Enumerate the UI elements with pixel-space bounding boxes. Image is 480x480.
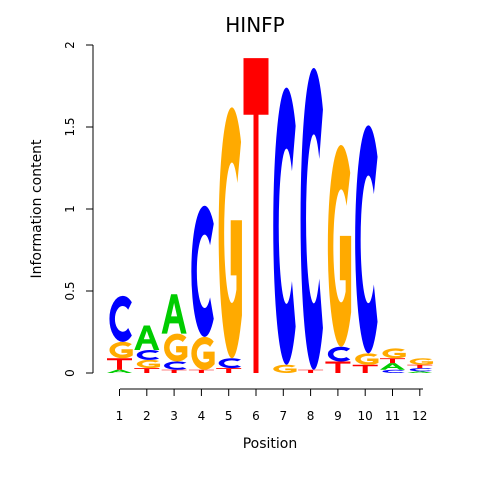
logo-letter-c-pos-11 — [382, 369, 405, 373]
logo-letter-c-pos-3 — [164, 361, 187, 370]
x-axis: 1 2 3 4 5 6 7 8 9 10 11 12 — [116, 388, 427, 423]
x-tick-label: 11 — [385, 409, 400, 423]
y-tick-label: 0 — [63, 369, 77, 377]
chart-title: HINFP — [225, 13, 284, 37]
x-tick-label: 3 — [170, 409, 178, 423]
y-tick-label: 1 — [63, 205, 77, 213]
x-tick-label: 12 — [412, 409, 427, 423]
logo-letter-g-pos-10 — [355, 353, 379, 365]
logo-letter-t-pos-2 — [134, 368, 160, 373]
logo-letter-c-pos-9 — [327, 346, 351, 362]
logo-letter-g-pos-12 — [409, 358, 434, 365]
x-tick-label: 4 — [198, 409, 206, 423]
logo-letter-t-pos-9 — [325, 361, 351, 373]
y-tick-label: 1.5 — [63, 117, 77, 136]
x-tick-label: 1 — [116, 409, 124, 423]
logo-letter-t-pos-4 — [188, 369, 214, 373]
logo-letter-c-pos-12 — [409, 368, 433, 372]
logo-letter-t-pos-1 — [107, 358, 132, 370]
x-tick-label: 5 — [225, 409, 233, 423]
logo-letter-a-pos-1 — [107, 369, 132, 373]
logo-letter-t-pos-6 — [243, 58, 269, 374]
x-tick-label: 2 — [143, 409, 151, 423]
logo-letter-g-pos-2 — [136, 359, 161, 369]
logo-letter-c-pos-2 — [136, 350, 160, 360]
logo-letter-g-pos-9 — [327, 145, 352, 347]
logo-letter-c-pos-8 — [300, 68, 323, 370]
logo-letter-g-pos-7 — [273, 364, 297, 373]
logo-letter-g-pos-1 — [109, 341, 133, 359]
logo-letter-g-pos-3 — [164, 333, 188, 362]
logo-letter-g-pos-4 — [191, 336, 215, 370]
logo-letter-c-pos-1 — [109, 295, 132, 342]
x-tick-label: 7 — [279, 409, 287, 423]
x-tick-label: 10 — [358, 409, 373, 423]
logo-letter-g-pos-11 — [382, 348, 406, 359]
logo-letter-g-pos-5 — [218, 107, 242, 359]
logo-letter-a-pos-3 — [161, 294, 187, 334]
logo-letter-c-pos-7 — [273, 87, 296, 365]
y-axis: 0 0.5 1 1.5 2 — [63, 41, 94, 377]
logo-letter-t-pos-3 — [161, 369, 187, 373]
y-tick-label: 0.5 — [63, 281, 77, 300]
y-axis-label: Information content — [29, 139, 45, 279]
x-tick-label: 6 — [252, 409, 260, 423]
logo-letter-a-pos-11 — [380, 363, 405, 370]
x-ticks: 1 2 3 4 5 6 7 8 9 10 11 12 — [116, 389, 427, 423]
logo-letters — [107, 58, 434, 374]
x-tick-label: 8 — [307, 409, 315, 423]
logo-letter-a-pos-2 — [134, 325, 160, 351]
x-tick-label: 9 — [334, 409, 342, 423]
logo-letter-c-pos-4 — [191, 205, 214, 337]
logo-letter-t-pos-5 — [216, 368, 242, 373]
y-tick-label: 2 — [63, 41, 77, 49]
y-ticks: 0 0.5 1 1.5 2 — [63, 41, 93, 377]
logo-letter-t-pos-10 — [352, 364, 378, 373]
x-axis-label: Position — [243, 436, 298, 452]
logo-letter-c-pos-5 — [218, 358, 242, 369]
logo-letter-t-pos-8 — [298, 369, 324, 373]
logo-letter-t-pos-11 — [380, 358, 405, 364]
logo-letter-t-pos-12 — [407, 364, 433, 369]
logo-letter-c-pos-10 — [355, 125, 378, 354]
logo-letter-a-pos-12 — [407, 371, 433, 373]
